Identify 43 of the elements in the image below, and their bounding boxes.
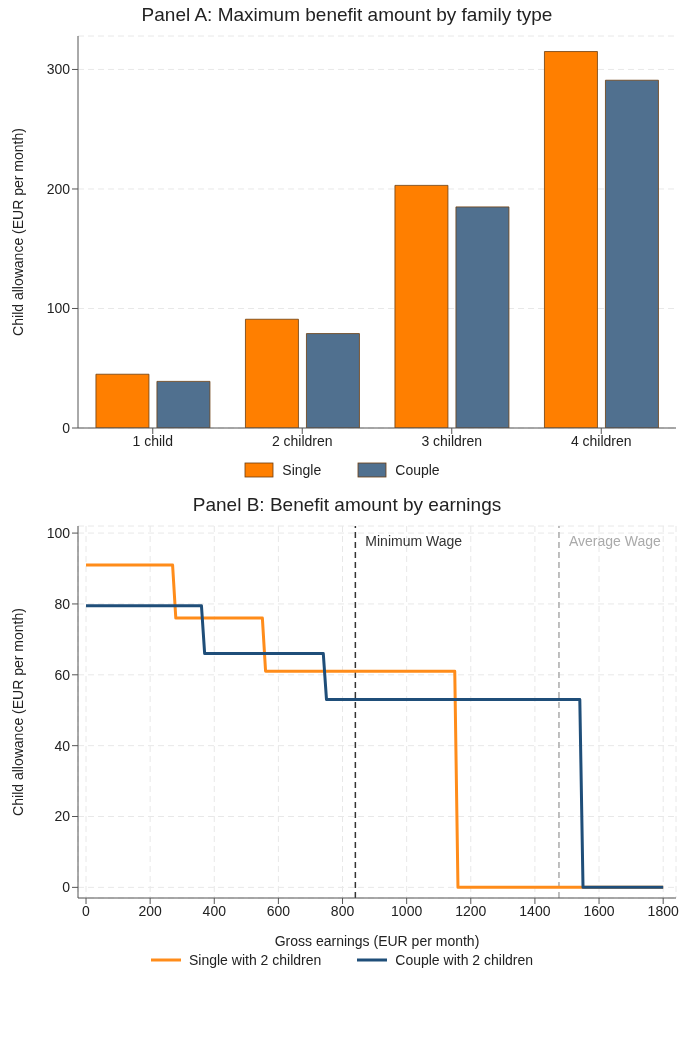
bar xyxy=(394,184,449,428)
x-tick-label: 1200 xyxy=(455,902,487,919)
x-tick-label: 1800 xyxy=(647,902,679,919)
x-tick-label: 1400 xyxy=(519,902,551,919)
legend-label: Couple xyxy=(395,462,440,478)
y-tick-label: 100 xyxy=(46,525,71,542)
y-tick-label: 40 xyxy=(54,737,71,754)
chart-title: Panel A: Maximum benefit amount by family type xyxy=(140,4,554,26)
x-tick-label: 600 xyxy=(266,902,291,919)
x-tick-label: 2 children xyxy=(271,432,333,449)
y-axis-title: Child allowance (EUR per month) xyxy=(9,128,26,336)
bar xyxy=(306,333,360,428)
y-tick-label: 20 xyxy=(54,808,71,825)
bar xyxy=(455,206,510,428)
bar xyxy=(605,79,659,428)
x-tick-label: 1 child xyxy=(132,432,173,449)
legend-label: Single xyxy=(282,462,322,478)
legend-label: Single with 2 children xyxy=(188,952,322,968)
ref-line-label: Average Wage xyxy=(568,532,662,549)
y-tick-label: 0 xyxy=(62,419,71,436)
chart-title: Panel B: Benefit amount by earnings xyxy=(191,494,503,516)
y-axis-title: Child allowance (EUR per month) xyxy=(9,608,26,816)
y-tick-label: 300 xyxy=(46,61,71,78)
y-tick-label: 80 xyxy=(54,595,71,612)
y-tick-label: 60 xyxy=(54,666,71,683)
x-tick-label: 400 xyxy=(202,902,227,919)
bar xyxy=(544,51,598,428)
x-tick-label: 4 children xyxy=(570,432,632,449)
x-tick-label: 0 xyxy=(82,902,91,919)
bar xyxy=(245,318,299,428)
y-tick-label: 200 xyxy=(46,180,71,197)
bar xyxy=(156,380,211,428)
ref-line-label: Minimum Wage xyxy=(365,532,463,549)
x-tick-label: 1000 xyxy=(391,902,423,919)
y-tick-label: 0 xyxy=(62,879,71,896)
x-tick-label: 1600 xyxy=(583,902,615,919)
bar xyxy=(95,373,150,428)
x-axis-title: Gross earnings (EUR per month) xyxy=(274,933,480,949)
x-tick-label: 3 children xyxy=(421,432,483,449)
x-tick-label: 200 xyxy=(138,902,163,919)
y-tick-label: 100 xyxy=(46,300,71,317)
legend-label: Couple with 2 children xyxy=(395,952,534,968)
x-tick-label: 800 xyxy=(330,902,355,919)
